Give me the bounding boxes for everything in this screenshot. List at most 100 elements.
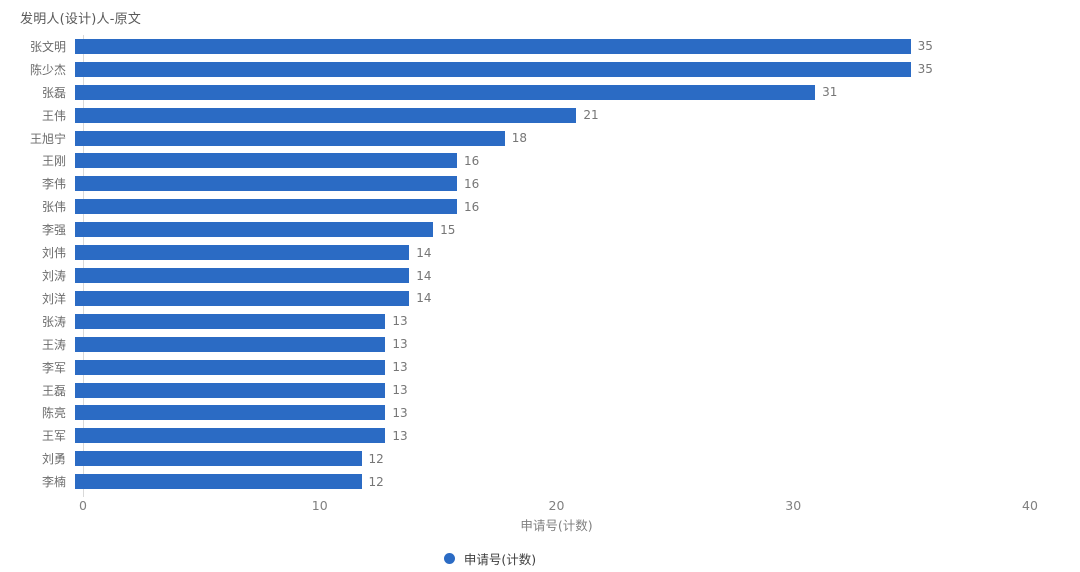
bar[interactable] [75, 290, 410, 306]
category-label: 李楠 [41, 475, 66, 490]
bar-track: 13 [75, 336, 1030, 352]
bar[interactable] [75, 474, 362, 490]
bar-track: 13 [75, 405, 1030, 421]
category-label: 刘涛 [41, 269, 66, 284]
bar-row: 刘涛 14 [0, 264, 1030, 287]
bar-track: 14 [75, 268, 1030, 284]
category-label: 刘勇 [41, 452, 66, 467]
bar-track: 12 [75, 474, 1030, 490]
bar-row: 刘伟 14 [0, 241, 1030, 264]
bar-track: 16 [75, 199, 1030, 215]
bar-row: 李强 15 [0, 218, 1030, 241]
bar-row: 王军 13 [0, 424, 1030, 447]
legend[interactable]: 申请号(计数) [0, 549, 980, 568]
value-label: 16 [464, 153, 480, 168]
x-tick-label: 10 [311, 498, 328, 513]
bar[interactable] [75, 245, 410, 261]
bar[interactable] [75, 313, 386, 329]
category-label: 刘洋 [41, 291, 66, 306]
bar-row: 刘洋 14 [0, 287, 1030, 310]
bar-track: 21 [75, 107, 1030, 123]
bar-track: 16 [75, 153, 1030, 169]
category-label: 王磊 [41, 383, 66, 398]
category-label: 李强 [41, 223, 66, 238]
bar-row: 张磊 31 [0, 81, 1030, 104]
bar[interactable] [75, 61, 911, 77]
bar[interactable] [75, 405, 386, 421]
legend-dot-icon [443, 553, 455, 564]
x-tick-label: 20 [548, 498, 565, 513]
category-label: 王涛 [41, 337, 66, 352]
bar[interactable] [75, 451, 362, 467]
bar[interactable] [75, 130, 505, 146]
bar-row: 张伟 16 [0, 195, 1030, 218]
bar-row: 张涛 13 [0, 310, 1030, 333]
category-label: 李伟 [41, 177, 66, 192]
bar-track: 14 [75, 290, 1030, 306]
bar-track: 15 [75, 222, 1030, 238]
x-tick-label: 30 [785, 498, 802, 513]
value-label: 35 [917, 39, 933, 54]
bar-row: 李楠 12 [0, 470, 1030, 493]
value-label: 13 [392, 383, 408, 398]
bar-track: 35 [75, 61, 1030, 77]
bar[interactable] [75, 359, 386, 375]
bar-row: 王刚 16 [0, 150, 1030, 173]
category-label: 张伟 [41, 200, 66, 215]
category-label: 王伟 [41, 108, 66, 123]
bar-track: 31 [75, 84, 1030, 100]
bar-row: 陈少杰 35 [0, 58, 1030, 81]
value-label: 12 [368, 474, 384, 489]
bar[interactable] [75, 107, 577, 123]
x-axis-title: 申请号(计数) [520, 518, 593, 533]
category-label: 张磊 [41, 85, 66, 100]
value-label: 31 [822, 85, 838, 100]
bar-track: 13 [75, 359, 1030, 375]
category-label: 王刚 [41, 154, 66, 169]
value-label: 14 [416, 291, 432, 306]
value-label: 13 [392, 360, 408, 375]
x-tick-label: 40 [1022, 498, 1038, 513]
bar-row: 王旭宁 18 [0, 127, 1030, 150]
bar[interactable] [75, 176, 457, 192]
value-label: 13 [392, 405, 408, 420]
bar[interactable] [75, 268, 410, 284]
bar[interactable] [75, 84, 816, 100]
bar[interactable] [75, 382, 386, 398]
value-label: 13 [392, 337, 408, 352]
bar-row: 王涛 13 [0, 333, 1030, 356]
bar[interactable] [75, 336, 386, 352]
bar-track: 13 [75, 313, 1030, 329]
bar[interactable] [75, 38, 911, 54]
bar-row: 张文明 35 [0, 35, 1030, 58]
category-label: 刘伟 [41, 246, 66, 261]
value-label: 21 [583, 108, 599, 123]
legend-label: 申请号(计数) [463, 552, 537, 567]
bar[interactable] [75, 222, 434, 238]
category-label: 王旭宁 [29, 131, 66, 146]
bar[interactable] [75, 428, 386, 444]
value-label: 18 [511, 131, 528, 146]
value-label: 16 [464, 176, 480, 191]
x-tick-label: 0 [79, 498, 87, 513]
bar-row: 李伟 16 [0, 172, 1030, 195]
bar-row: 王伟 21 [0, 104, 1030, 127]
chart-title: 发明人(设计)人-原文 [20, 12, 142, 27]
x-axis: 0 10 20 30 40 [79, 498, 1038, 514]
bar-track: 18 [75, 130, 1030, 146]
bar-track: 13 [75, 428, 1030, 444]
category-label: 王军 [41, 429, 66, 444]
value-label: 13 [392, 314, 408, 329]
y-axis-line [83, 35, 84, 497]
bar[interactable] [75, 199, 457, 215]
bar-row: 刘勇 12 [0, 447, 1030, 470]
bar-track: 13 [75, 382, 1030, 398]
value-label: 13 [392, 428, 408, 443]
bar[interactable] [75, 153, 457, 169]
value-label: 35 [917, 62, 933, 77]
category-label: 张文明 [29, 39, 66, 54]
value-label: 14 [416, 268, 432, 283]
value-label: 16 [464, 199, 480, 214]
bar-rows: 张文明 35 陈少杰 35 张磊 31 王伟 21 王旭宁 18 王刚 16 李伟 16 张伟 16 李强 15 刘… [0, 35, 1030, 493]
